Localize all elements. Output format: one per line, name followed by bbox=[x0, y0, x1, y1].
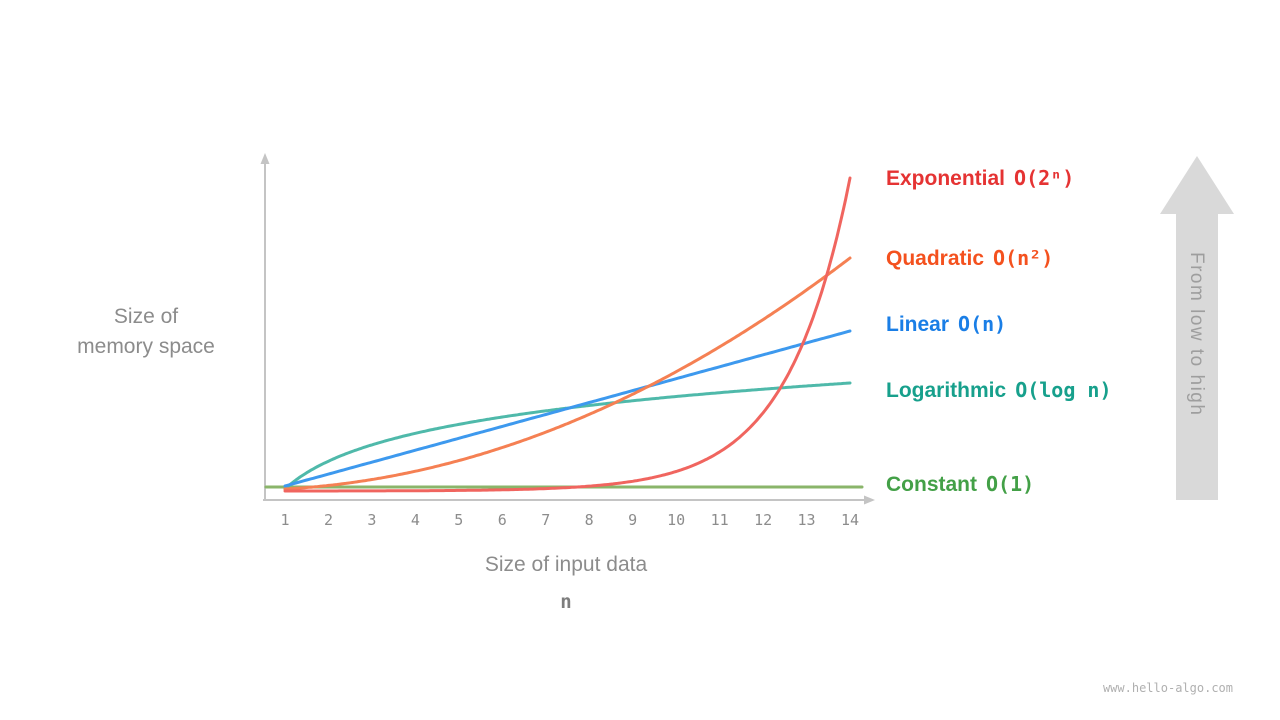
legend-quadratic-notation: O(n²) bbox=[993, 246, 1054, 270]
legend-constant: Constant O(1) bbox=[886, 472, 1034, 497]
x-axis-arrowhead-icon bbox=[864, 495, 875, 505]
legend-exponential-notation: O(2ⁿ) bbox=[1014, 166, 1075, 190]
x-axis-symbol: n bbox=[560, 591, 572, 613]
legend-quadratic: Quadratic O(n²) bbox=[886, 246, 1053, 271]
legend-logarithmic-notation: O(log n) bbox=[1015, 378, 1112, 402]
legend-exponential: Exponential O(2ⁿ) bbox=[886, 166, 1074, 191]
legend-constant-notation: O(1) bbox=[986, 472, 1035, 496]
legend-logarithmic: Logarithmic O(log n) bbox=[886, 378, 1112, 403]
x-axis-label: Size of input data bbox=[484, 553, 648, 576]
curves bbox=[264, 176, 864, 493]
y-axis-label-line2: memory space bbox=[77, 335, 215, 358]
legend-constant-name: Constant bbox=[886, 473, 977, 496]
upward-arrow-icon bbox=[1160, 156, 1234, 500]
y-axis-label: Size of memory space bbox=[36, 302, 256, 362]
legend-linear: Linear O(n) bbox=[886, 312, 1006, 337]
legend-linear-notation: O(n) bbox=[958, 312, 1007, 336]
curve-linear bbox=[283, 329, 852, 488]
y-axis-label-line1: Size of bbox=[113, 305, 179, 328]
arrow-label: From low to high bbox=[1186, 252, 1207, 417]
legend-exponential-name: Exponential bbox=[886, 167, 1006, 190]
legend-linear-name: Linear bbox=[886, 313, 950, 336]
y-axis-arrowhead-icon bbox=[260, 153, 270, 164]
watermark: www.hello-algo.com bbox=[1102, 681, 1233, 695]
curve-exponential bbox=[283, 176, 852, 493]
curve-logarithmic bbox=[283, 381, 852, 491]
legend-quadratic-name: Quadratic bbox=[886, 247, 985, 270]
axes bbox=[260, 153, 875, 505]
legend-logarithmic-name: Logarithmic bbox=[886, 379, 1007, 402]
curve-quadratic bbox=[283, 256, 852, 491]
